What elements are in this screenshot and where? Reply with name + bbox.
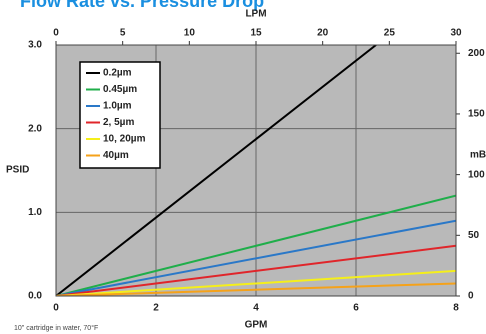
series-line (56, 194, 456, 296)
series-line (56, 219, 456, 296)
y-tick-label: 1.0 (28, 207, 42, 218)
x2-tick-label: 15 (250, 28, 262, 39)
x2-tick-label: 5 (120, 28, 126, 39)
plot-border (55, 44, 457, 297)
legend-label: 0.45µm (103, 84, 137, 95)
y-tick-label: 3.0 (28, 40, 42, 51)
x2-tick-label: 10 (184, 28, 196, 39)
x-axis-label: GPM (245, 320, 268, 331)
x-tick-label: 8 (453, 303, 459, 314)
x2-axis-label: LPM (245, 9, 266, 20)
series-line (56, 269, 456, 296)
legend-box (79, 61, 161, 169)
y2-tick-label: 100 (468, 169, 485, 180)
y-tick-label: 0.0 (28, 291, 42, 302)
y-tick-label: 2.0 (28, 123, 42, 134)
note: 10" cartridge in water, 70°F (14, 324, 98, 332)
legend-label: 1.0µm (103, 101, 132, 112)
y2-tick-label: 50 (468, 230, 480, 241)
legend-label: 10, 20µm (103, 134, 146, 145)
legend-label: 2, 5µm (103, 117, 134, 128)
y2-axis-label: mB (470, 150, 486, 161)
x-tick-label: 4 (253, 303, 259, 314)
x2-tick-label: 0 (53, 28, 59, 39)
x-tick-label: 6 (353, 303, 359, 314)
y2-tick-label: 200 (468, 48, 485, 59)
series-line (56, 244, 456, 296)
y2-tick-label: 0 (468, 291, 474, 302)
series-line (56, 282, 456, 296)
series-line (56, 45, 377, 296)
y2-tick-label: 150 (468, 109, 485, 120)
chart-title: Flow Rate vs. Pressure Drop (20, 0, 264, 11)
x-tick-label: 0 (53, 303, 59, 314)
x2-tick-label: 20 (317, 28, 329, 39)
x2-tick-label: 30 (450, 28, 462, 39)
x2-tick-label: 25 (384, 28, 396, 39)
y-axis-label: PSID (6, 165, 29, 176)
x-tick-label: 2 (153, 303, 159, 314)
legend-label: 40µm (103, 150, 129, 161)
legend-label: 0.2µm (103, 68, 132, 79)
